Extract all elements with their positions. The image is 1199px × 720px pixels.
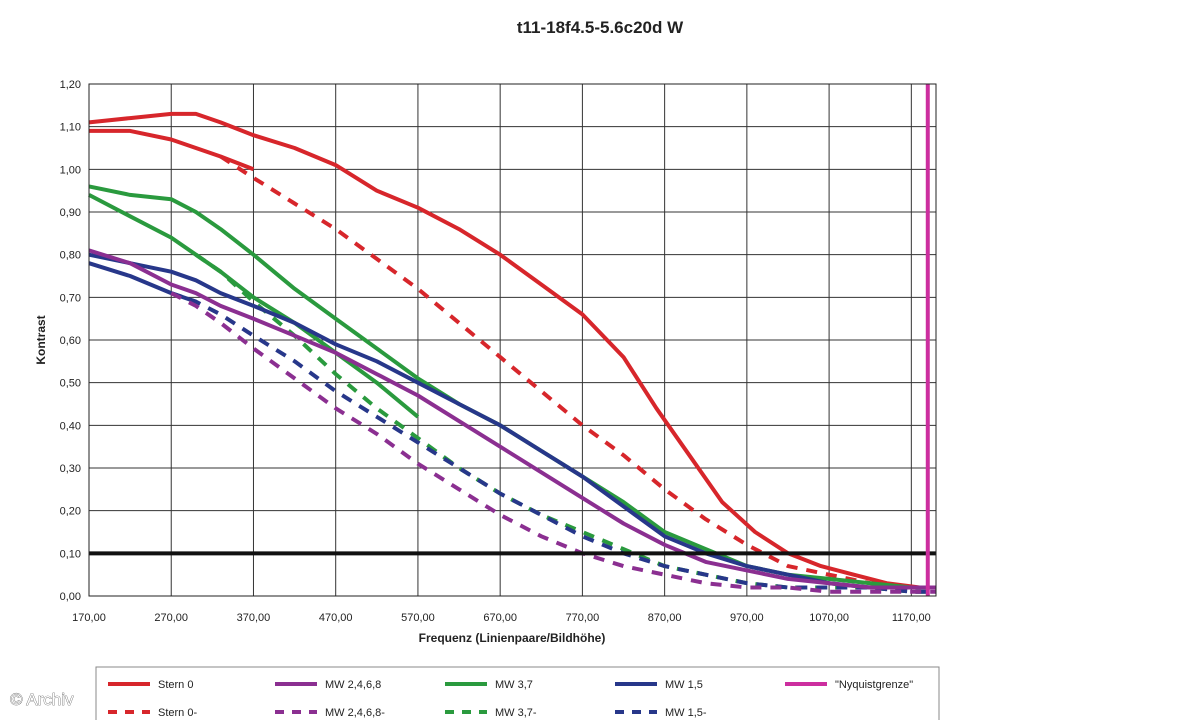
y-tick-label: 1,20	[60, 79, 81, 91]
y-tick-label: 1,00	[60, 164, 81, 176]
y-tick-label: 0,90	[60, 207, 81, 219]
chart-title: t11-18f4.5-5.6c20d W	[517, 18, 684, 37]
legend-label: MW 2,4,6,8	[325, 679, 381, 691]
series-line	[170, 291, 936, 594]
series-line	[88, 248, 936, 590]
series-line	[219, 154, 936, 590]
y-tick-label: 0,70	[60, 292, 81, 304]
series-line	[88, 261, 197, 304]
x-tick-label: 470,00	[319, 612, 353, 624]
x-tick-label: 670,00	[483, 612, 517, 624]
series-line	[88, 252, 936, 590]
x-tick-label: 1070,00	[809, 612, 849, 624]
legend-box	[95, 666, 940, 720]
x-tick-labels: 170,00 270,00 370,00 470,00 570,00 670,00 770,…	[72, 612, 931, 624]
legend: Stern 0 MW 2,4,6,8 MW 3,7 MW 1,5 "Nyquistgre…	[108, 679, 913, 719]
y-tick-labels: 0,00 0,10 0,20 0,30 0,40 0,50 0,60 0,70 0,80 0,90…	[60, 79, 81, 603]
legend-label: "Nyquistgrenze"	[835, 679, 913, 691]
archive-credit: © Archiv	[10, 690, 74, 709]
legend-label: MW 2,4,6,8-	[325, 707, 385, 719]
x-tick-label: 170,00	[72, 612, 106, 624]
x-tick-label: 1170,00	[892, 612, 931, 624]
y-tick-label: 0,00	[60, 591, 81, 603]
legend-label: MW 1,5-	[665, 707, 707, 719]
y-tick-label: 1,10	[60, 122, 81, 134]
x-axis-label: Frequenz (Linienpaare/Bildhöhe)	[419, 631, 606, 645]
series-line	[88, 111, 936, 590]
series-line	[170, 291, 936, 594]
x-tick-label: 870,00	[648, 612, 682, 624]
x-tick-label: 570,00	[401, 612, 435, 624]
y-tick-label: 0,20	[60, 506, 81, 518]
series-layer	[88, 111, 936, 594]
y-tick-label: 0,40	[60, 420, 81, 432]
legend-label: MW 1,5	[665, 679, 703, 691]
x-tick-label: 370,00	[237, 612, 271, 624]
legend-label: Stern 0	[158, 679, 193, 691]
legend-label: MW 3,7-	[495, 707, 537, 719]
y-axis-label: Kontrast	[34, 315, 48, 364]
legend-label: Stern 0-	[158, 707, 197, 719]
series-line	[194, 253, 936, 594]
x-tick-label: 770,00	[566, 612, 600, 624]
x-tick-label: 270,00	[154, 612, 188, 624]
y-tick-label: 0,30	[60, 463, 81, 475]
y-tick-label: 0,50	[60, 378, 81, 390]
legend-label: MW 3,7	[495, 679, 533, 691]
series-line	[88, 184, 936, 590]
x-tick-label: 970,00	[730, 612, 764, 624]
plot-frame	[88, 83, 937, 597]
y-tick-label: 0,10	[60, 548, 81, 560]
y-tick-label: 0,80	[60, 250, 81, 262]
y-tick-label: 0,60	[60, 335, 81, 347]
reference-lines	[89, 84, 936, 596]
